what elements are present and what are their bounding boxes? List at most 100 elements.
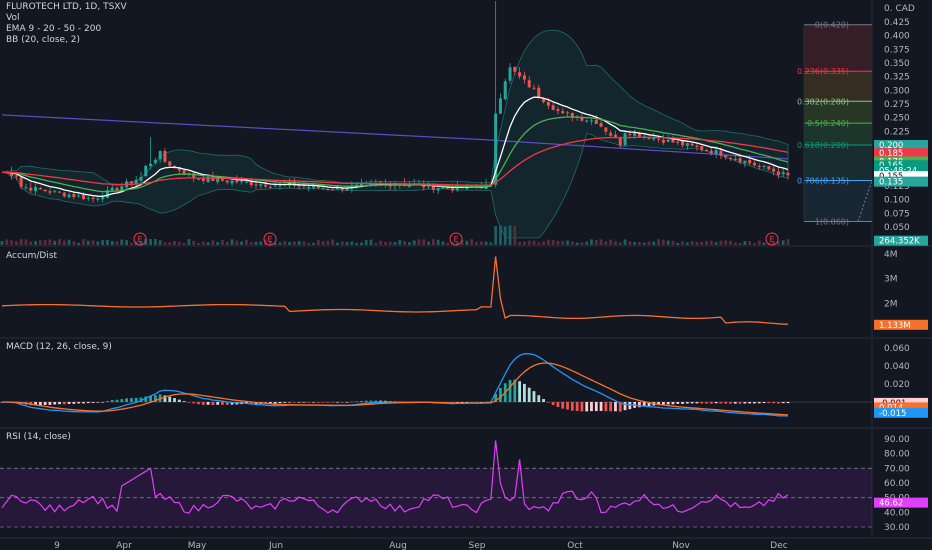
macd-histogram-bar — [508, 379, 512, 402]
volume-bar — [130, 242, 133, 245]
candle-body — [264, 184, 268, 187]
macd-histogram-bar — [762, 402, 766, 404]
volume-bar — [240, 241, 244, 245]
macd-histogram-bar — [767, 402, 771, 404]
volume-bar — [245, 239, 248, 245]
candle-body — [96, 198, 100, 200]
rsi-title[interactable]: RSI (14, close) — [6, 432, 71, 442]
legend-overlay: FLUROTECH LTD, 1D, TSXV Vol EMA 9 - 20 -… — [6, 2, 127, 46]
candle-body — [772, 168, 776, 172]
macd-histogram-bar — [479, 401, 483, 403]
fib-zone — [804, 101, 872, 124]
macd-histogram-bar — [628, 402, 632, 410]
symbol-title[interactable]: FLUROTECH LTD, 1D, TSXV — [6, 2, 127, 12]
macd-title[interactable]: MACD (12, 26, close, 9) — [6, 342, 112, 352]
price-tag-label: 0.185 — [879, 149, 903, 159]
macd-histogram-bar — [757, 402, 761, 404]
volume-bar — [24, 239, 28, 245]
volume-bar — [738, 242, 742, 245]
candle-body — [244, 181, 248, 183]
volume-bar — [379, 240, 383, 245]
volume-bar — [360, 242, 363, 245]
bb-indicator-label[interactable]: BB (20, close, 2) — [6, 35, 81, 45]
volume-bar — [273, 242, 277, 245]
volume-bar — [733, 242, 737, 245]
macd-histogram-bar — [623, 402, 627, 411]
macd-histogram-bar — [575, 402, 579, 412]
candle-body — [446, 187, 450, 189]
candle-body — [216, 177, 220, 183]
macd-histogram-bar — [374, 400, 378, 402]
fib-level-label: 0.786(0.135) — [797, 177, 849, 186]
candle-body — [225, 180, 229, 183]
candle-body — [637, 132, 641, 137]
candle-body — [29, 187, 33, 191]
candle-body — [451, 188, 455, 191]
accum-title[interactable]: Accum/Dist — [6, 251, 58, 261]
volume-bar — [43, 239, 47, 245]
candle-body — [240, 180, 244, 182]
earnings-marker-label: E — [137, 235, 142, 244]
candle-body — [345, 188, 349, 191]
volume-bar — [48, 239, 52, 245]
volume-bar — [364, 240, 368, 245]
candle-body — [762, 165, 766, 167]
macd-histogram-bar — [681, 402, 684, 404]
candle-body — [685, 143, 689, 146]
volume-bar — [96, 241, 100, 245]
volume-bar — [254, 241, 258, 245]
candle-body — [278, 184, 282, 187]
candle-body — [609, 132, 613, 136]
candle-body — [144, 165, 148, 177]
volume-bar — [62, 240, 66, 245]
volume-bar — [144, 239, 148, 245]
macd-histogram-bar — [316, 402, 320, 403]
candle-body — [302, 185, 306, 187]
volume-bar — [125, 240, 129, 245]
macd-histogram-bar — [120, 399, 124, 402]
ema-indicator-label[interactable]: EMA 9 - 20 - 50 - 200 — [6, 24, 102, 34]
volume-bar — [671, 240, 675, 245]
volume-bar — [719, 240, 723, 245]
macd-histogram-bar — [312, 402, 315, 403]
fib-zone — [804, 145, 872, 181]
macd-histogram-bar — [302, 402, 306, 403]
candle-body — [326, 188, 330, 190]
price-axis-tick: 0.250 — [884, 114, 910, 124]
macd-histogram-bar — [570, 402, 574, 411]
fib-zone — [804, 24, 872, 72]
vol-indicator-label[interactable]: Vol — [6, 13, 20, 23]
volume-bar — [345, 242, 349, 245]
volume-bar — [91, 240, 95, 245]
macd-histogram-bar — [91, 402, 95, 403]
earnings-marker — [133, 232, 147, 246]
macd-histogram-bar — [523, 383, 526, 402]
candle-body — [115, 188, 119, 191]
price-axis-tick: 0.075 — [884, 209, 910, 219]
volume-bar — [221, 240, 224, 245]
macd-histogram-bar — [743, 402, 747, 404]
candle-body — [580, 117, 584, 121]
earnings-marker-label: E — [267, 235, 272, 244]
volume-bar — [106, 239, 109, 245]
price-tag-label: 264.352K — [879, 237, 920, 247]
candle-body — [182, 170, 186, 175]
volume-bar — [484, 241, 488, 245]
price-axis-tick: 0.300 — [884, 86, 910, 96]
macd-histogram-bar — [709, 402, 713, 404]
candle-body — [542, 98, 546, 103]
macd-histogram-bar — [676, 402, 680, 404]
volume-bar — [58, 239, 61, 245]
candle-body — [455, 185, 459, 191]
macd-axis-tick: 0.040 — [884, 362, 910, 372]
volume-bar — [609, 239, 613, 245]
volume-bar — [676, 242, 680, 245]
volume-bar — [561, 240, 565, 245]
candle-body — [695, 145, 699, 147]
macd-histogram-bar — [518, 381, 522, 402]
volume-bar — [618, 242, 622, 245]
candle-body — [757, 165, 761, 167]
macd-histogram-bar — [657, 402, 660, 406]
candle-body — [681, 141, 685, 146]
